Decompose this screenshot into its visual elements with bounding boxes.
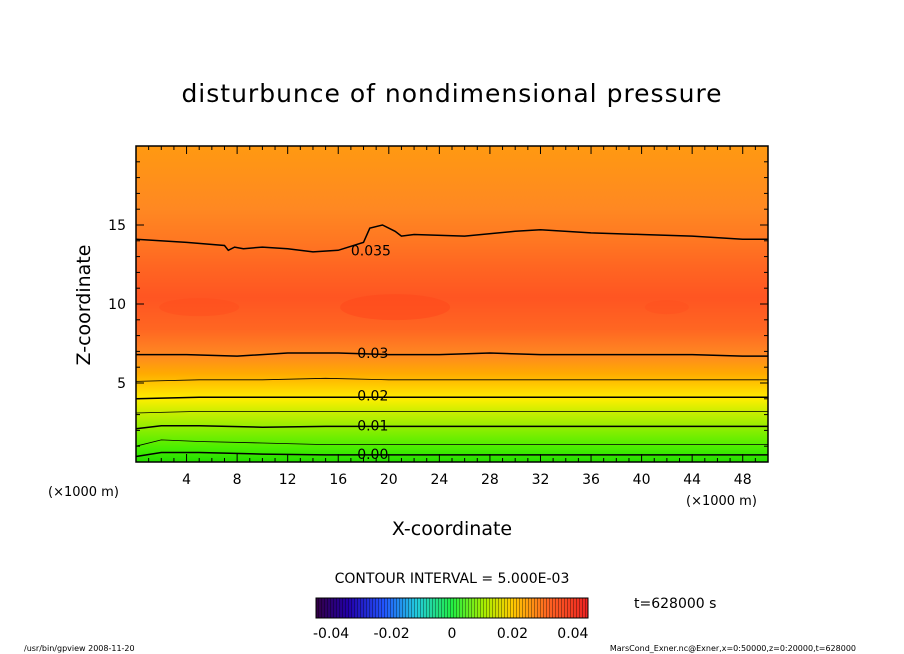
colorbar-tick-label: 0.04	[557, 626, 588, 642]
y-tick-label: 10	[108, 297, 126, 313]
field-blob	[340, 294, 451, 321]
contour-label: 0.00	[357, 447, 388, 463]
colorbar: -0.04 -0.02 0 0.02 0.04	[313, 597, 589, 642]
x-tick-label: 16	[329, 472, 347, 488]
x-tick-label: 48	[734, 472, 752, 488]
contour-label: 0.02	[357, 389, 388, 405]
contour-line	[135, 396, 768, 400]
y-axis-ticks: 5 10 15	[108, 161, 768, 447]
y-axis-label: Z-coordinate	[73, 245, 95, 366]
footer-right: MarsCond_Exner.nc@Exner,x=0:50000,z=0:20…	[610, 644, 856, 653]
colorbar-frame	[315, 597, 589, 619]
x-axis-ticks: 4 8 12 16 20 24 28 32 36 40 44 48	[148, 146, 756, 488]
y-tick-label: 5	[117, 376, 126, 392]
contour-line	[135, 377, 768, 382]
x-tick-label: 8	[233, 472, 242, 488]
colorbar-tick-label: -0.02	[373, 626, 409, 642]
field-blob	[644, 300, 689, 315]
contour-line	[135, 224, 768, 253]
x-axis-label: X-coordinate	[392, 518, 512, 540]
colorbar-tick-label: 0	[448, 626, 457, 642]
field-blobs	[159, 294, 689, 321]
chart-title: disturbunce of nondimensional pressure	[181, 79, 722, 108]
x-tick-label: 20	[380, 472, 398, 488]
x-tick-label: 36	[582, 472, 600, 488]
footer-left: /usr/bin/gpview 2008-11-20	[24, 644, 135, 653]
x-tick-label: 28	[481, 472, 499, 488]
time-label: t=628000 s	[634, 596, 716, 612]
contour-line	[135, 451, 768, 458]
x-tick-label: 40	[633, 472, 651, 488]
contour-lines	[135, 224, 768, 458]
x-tick-label: 24	[430, 472, 448, 488]
x-tick-label: 4	[182, 472, 191, 488]
x-axis-unit: (×1000 m)	[686, 494, 757, 509]
x-tick-label: 44	[683, 472, 701, 488]
colorbar-tick-label: -0.04	[313, 626, 349, 642]
colorbar-ticks: -0.04 -0.02 0 0.02 0.04	[313, 626, 589, 642]
contour-line	[135, 411, 768, 414]
y-axis-unit: (×1000 m)	[48, 485, 119, 500]
contour-line	[135, 439, 768, 447]
x-tick-label: 32	[532, 472, 550, 488]
contour-labels: 0.035 0.03 0.02 0.01 0.00	[351, 243, 391, 463]
x-tick-label: 12	[279, 472, 297, 488]
contour-interval: CONTOUR INTERVAL = 5.000E-03	[335, 571, 570, 587]
contour-label: 0.035	[351, 243, 391, 259]
colorbar-stripes-overlay	[316, 598, 588, 618]
field-blob	[159, 298, 240, 317]
contour-line	[136, 352, 768, 357]
contour-line	[135, 424, 768, 430]
contour-label: 0.03	[357, 346, 388, 362]
contour-label: 0.01	[357, 419, 388, 435]
y-tick-label: 15	[108, 218, 126, 234]
colorbar-tick-label: 0.02	[497, 626, 528, 642]
